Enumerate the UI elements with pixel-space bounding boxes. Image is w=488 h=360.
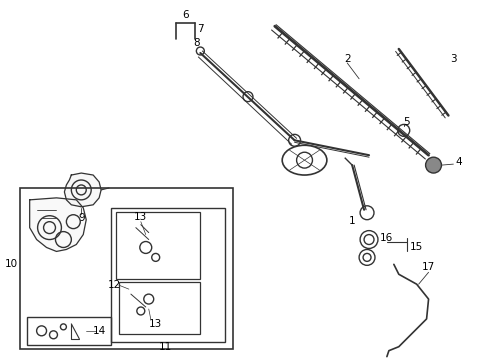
Text: 14: 14 bbox=[92, 326, 105, 336]
Text: 9: 9 bbox=[78, 213, 84, 223]
Text: 17: 17 bbox=[421, 262, 434, 272]
Circle shape bbox=[425, 157, 441, 173]
Text: 3: 3 bbox=[449, 54, 456, 64]
Text: 10: 10 bbox=[5, 259, 19, 269]
Text: 13: 13 bbox=[134, 212, 147, 222]
Text: 7: 7 bbox=[197, 24, 203, 34]
Bar bbox=[116, 212, 200, 279]
Text: 13: 13 bbox=[149, 319, 162, 329]
Text: 8: 8 bbox=[193, 38, 199, 48]
Text: 15: 15 bbox=[409, 243, 423, 252]
Polygon shape bbox=[64, 173, 101, 207]
Text: 16: 16 bbox=[380, 233, 393, 243]
Text: 6: 6 bbox=[182, 10, 188, 20]
Bar bbox=[119, 282, 200, 334]
Bar bbox=[27, 317, 111, 345]
Text: 11: 11 bbox=[159, 342, 172, 352]
Text: 5: 5 bbox=[403, 117, 409, 127]
Text: 12: 12 bbox=[107, 280, 121, 290]
Text: 2: 2 bbox=[343, 54, 350, 64]
Text: 4: 4 bbox=[454, 157, 461, 167]
Polygon shape bbox=[30, 198, 86, 251]
Text: 1: 1 bbox=[348, 216, 355, 226]
Bar bbox=[111, 208, 224, 342]
Bar bbox=[20, 188, 233, 349]
